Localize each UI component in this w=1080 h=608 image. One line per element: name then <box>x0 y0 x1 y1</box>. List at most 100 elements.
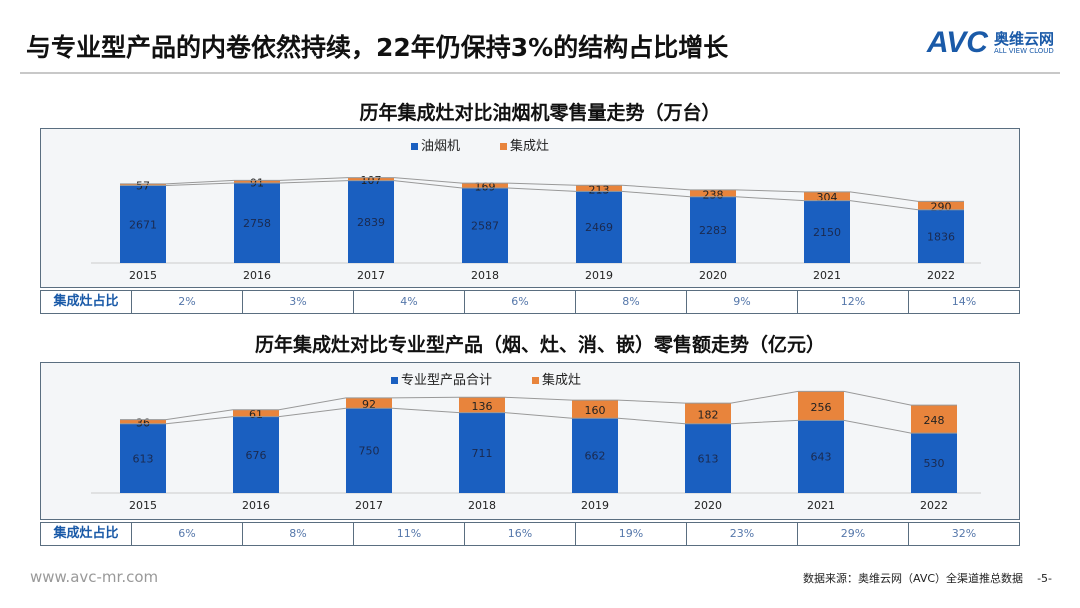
data-label: 643 <box>811 451 832 464</box>
legend-item: 油烟机 <box>411 135 460 154</box>
bar-集成灶 <box>572 400 618 419</box>
bar-集成灶 <box>804 191 850 201</box>
data-label: 711 <box>472 447 493 460</box>
x-tick-label: 2016 <box>243 269 271 282</box>
legend-item: 专业型产品合计 <box>391 369 492 388</box>
data-label: 676 <box>246 449 267 462</box>
chart1-title: 历年集成灶对比油烟机零售量走势（万台） <box>359 102 721 124</box>
ratio-cell: 2% <box>131 291 242 313</box>
legend-label: 集成灶 <box>510 139 550 154</box>
bar-专业型产品合计 <box>120 423 166 493</box>
data-label: 2283 <box>699 224 727 237</box>
ratio-cell: 6% <box>131 523 242 545</box>
data-label: 530 <box>924 457 945 470</box>
x-tick-label: 2015 <box>129 269 157 282</box>
bar-油烟机 <box>576 191 622 263</box>
data-label: 2758 <box>243 217 271 230</box>
data-label: 2469 <box>585 221 613 234</box>
bar-集成灶 <box>576 185 622 192</box>
bar-专业型产品合计 <box>798 420 844 493</box>
bar-油烟机 <box>348 180 394 263</box>
ratio-cell: 11% <box>353 523 464 545</box>
bar-集成灶 <box>918 201 964 210</box>
ratio-cell: 14% <box>908 291 1019 313</box>
x-tick-label: 2021 <box>807 499 835 512</box>
ratio-cell: 32% <box>908 523 1019 545</box>
data-label: 304 <box>817 191 838 204</box>
bar-专业型产品合计 <box>346 408 392 493</box>
data-label: 662 <box>585 450 606 463</box>
bar-集成灶 <box>120 419 166 424</box>
data-label: 160 <box>585 404 606 417</box>
bar-专业型产品合计 <box>459 412 505 493</box>
chart1-ratio-table: 集成灶占比 2% 3% 4% 6% 8% 9% 12% 14% <box>40 290 1020 314</box>
title-divider <box>20 72 1060 74</box>
data-label: 61 <box>249 408 263 421</box>
x-tick-label: 2017 <box>355 499 383 512</box>
legend-swatch <box>532 377 540 384</box>
chart-legend: 专业型产品合计 集成灶 <box>391 369 581 388</box>
data-label: 248 <box>924 414 945 427</box>
ratio-cell: 4% <box>353 291 464 313</box>
bar-集成灶 <box>459 397 505 413</box>
bar-专业型产品合计 <box>685 423 731 493</box>
legend-item: 集成灶 <box>500 135 549 154</box>
x-tick-label: 2021 <box>813 269 841 282</box>
data-label: 1836 <box>927 230 955 243</box>
bar-油烟机 <box>918 209 964 263</box>
data-label: 613 <box>133 452 154 465</box>
x-tick-label: 2018 <box>471 269 499 282</box>
bar-专业型产品合计 <box>911 433 957 493</box>
ratio-cell: 3% <box>242 291 353 313</box>
bar-油烟机 <box>120 185 166 263</box>
data-label: 169 <box>475 181 496 194</box>
ratio-cell: 9% <box>686 291 797 313</box>
bar-专业型产品合计 <box>572 418 618 493</box>
data-label: 36 <box>136 417 150 430</box>
ratio-cell: 29% <box>797 523 908 545</box>
data-label: 2839 <box>357 216 385 229</box>
data-label: 750 <box>359 445 380 458</box>
ratio-cell: 8% <box>575 291 686 313</box>
ratio-cell: 12% <box>797 291 908 313</box>
data-label: 290 <box>931 201 952 214</box>
ratio-cell: 8% <box>242 523 353 545</box>
bar-油烟机 <box>462 187 508 263</box>
bar-集成灶 <box>911 405 957 434</box>
bar-集成灶 <box>798 391 844 421</box>
avc-logo: AVC 奥维云网 ALL VIEW CLOUD <box>926 26 1054 59</box>
data-label: 182 <box>698 408 719 421</box>
ratio-cell: 23% <box>686 523 797 545</box>
x-tick-label: 2017 <box>357 269 385 282</box>
bar-集成灶 <box>685 403 731 424</box>
data-label: 2150 <box>813 226 841 239</box>
chart-svg: 2671572015275891201628391072017258716920… <box>91 174 981 282</box>
x-tick-label: 2015 <box>129 499 157 512</box>
bar-油烟机 <box>234 183 280 263</box>
bar-集成灶 <box>348 177 394 181</box>
footer-url: www.avc-mr.com <box>30 568 159 586</box>
trend-line <box>120 407 957 434</box>
chart-svg: 613 36 2015 676 61 2016 750 92 2017 711 136 2018 662… <box>91 390 981 512</box>
ratio-cell: 19% <box>575 523 686 545</box>
ratio-header: 集成灶占比 <box>53 294 119 309</box>
chart2-ratio-table: 集成灶占比 6% 8% 11% 16% 19% 23% 29% 32% <box>40 522 1020 546</box>
x-tick-label: 2016 <box>242 499 270 512</box>
bar-集成灶 <box>234 180 280 184</box>
x-tick-label: 2018 <box>468 499 496 512</box>
footer-source: 数据来源：奥维云网（AVC）全渠道推总数据 -5- <box>803 572 1052 585</box>
data-label: 613 <box>698 452 719 465</box>
trend-line <box>120 390 957 421</box>
legend-swatch <box>411 143 418 150</box>
trend-line <box>120 180 964 211</box>
x-tick-label: 2020 <box>694 499 722 512</box>
bar-集成灶 <box>690 189 736 197</box>
page-title: 与专业型产品的内卷依然持续，22年仍保持3%的结构占比增长 <box>26 33 729 62</box>
x-tick-label: 2022 <box>920 499 948 512</box>
legend-label: 集成灶 <box>542 373 582 388</box>
chart2-plot: 专业型产品合计 集成灶 613 36 2015 676 61 2016 750 92 2017 711… <box>40 362 1020 520</box>
trend-line <box>120 177 964 202</box>
legend-swatch <box>500 143 508 150</box>
data-label: 238 <box>703 188 724 201</box>
data-label: 57 <box>136 180 150 193</box>
